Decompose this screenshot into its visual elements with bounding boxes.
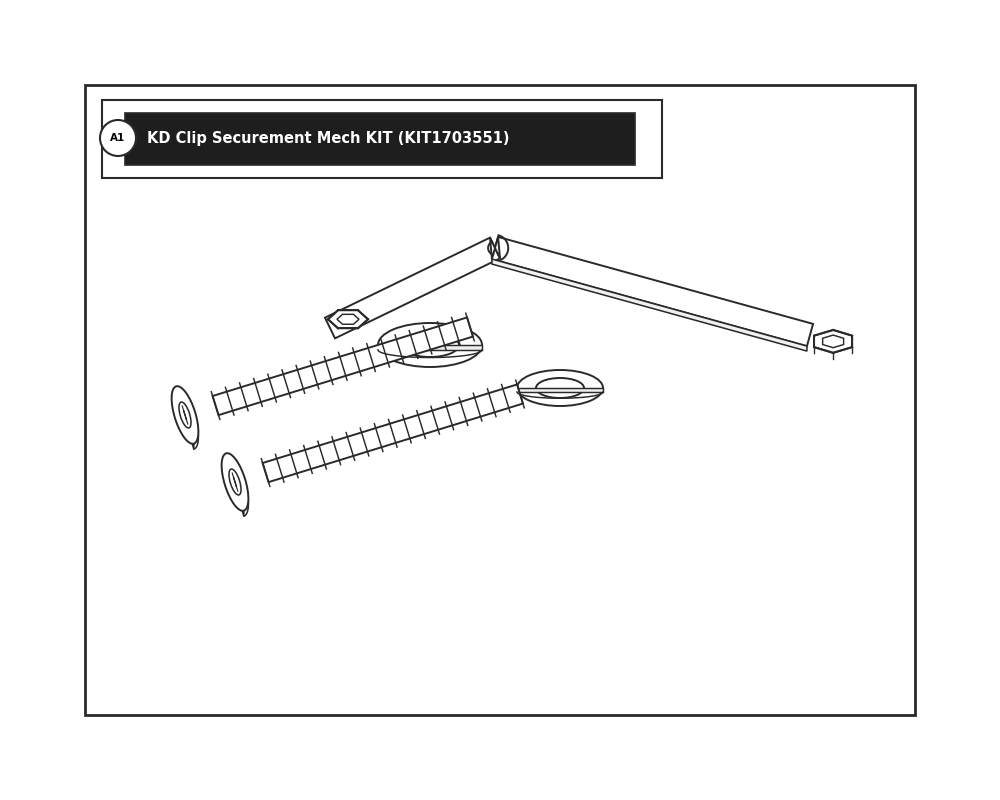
Ellipse shape [179, 402, 191, 428]
Ellipse shape [378, 323, 482, 367]
Text: A1: A1 [110, 133, 126, 143]
Polygon shape [328, 310, 368, 328]
Ellipse shape [401, 333, 459, 357]
FancyBboxPatch shape [102, 100, 662, 178]
Polygon shape [823, 335, 844, 348]
FancyBboxPatch shape [125, 113, 635, 165]
FancyBboxPatch shape [85, 85, 915, 715]
Polygon shape [814, 330, 852, 353]
Ellipse shape [517, 370, 603, 406]
Ellipse shape [172, 386, 198, 444]
Polygon shape [213, 318, 473, 415]
Text: KD Clip Securement Mech KIT (KIT1703551): KD Clip Securement Mech KIT (KIT1703551) [147, 131, 510, 146]
Polygon shape [325, 238, 500, 338]
Ellipse shape [536, 378, 584, 398]
Polygon shape [176, 386, 194, 449]
Polygon shape [337, 314, 359, 324]
Polygon shape [490, 237, 500, 259]
Polygon shape [378, 345, 482, 350]
Circle shape [100, 120, 136, 156]
Ellipse shape [222, 453, 248, 511]
Polygon shape [226, 454, 244, 516]
Polygon shape [517, 388, 603, 392]
Polygon shape [263, 385, 523, 482]
Polygon shape [492, 259, 807, 351]
Polygon shape [492, 237, 813, 346]
Ellipse shape [229, 469, 241, 495]
